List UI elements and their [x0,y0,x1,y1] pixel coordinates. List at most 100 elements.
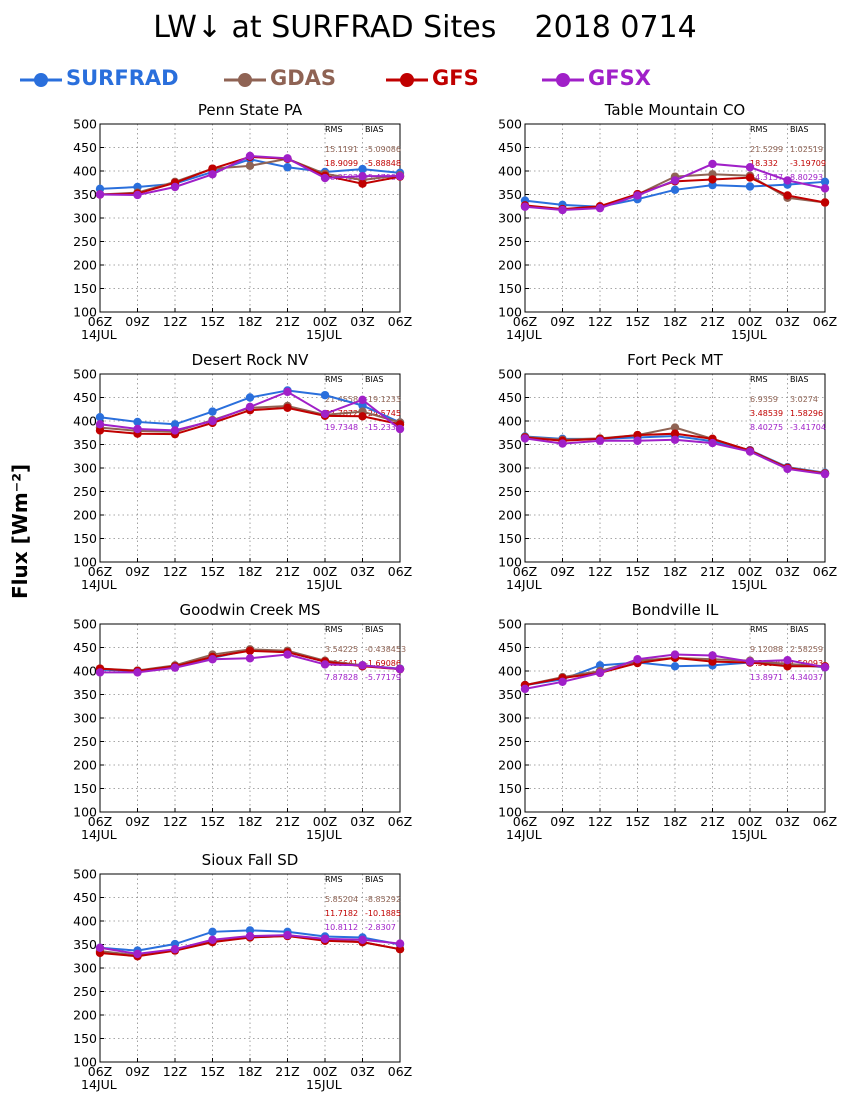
x-tick-label: 21Z [700,814,724,829]
stats-header-rms: RMS [325,375,343,384]
data-point [820,198,830,207]
data-point [595,203,605,213]
x-tick-label: 06Z [388,564,412,579]
data-point [283,387,292,397]
y-tick-label: 100 [73,555,97,570]
x-tick-label: 15Z [200,564,224,579]
x-date-label: 15JUL [731,327,767,342]
data-point [783,191,792,200]
y-tick-label: 200 [73,758,97,773]
y-tick-label: 400 [73,664,97,679]
data-point [320,934,330,944]
y-tick-label: 400 [73,164,97,179]
stats-bias-value: -0.438453 [365,645,406,654]
y-tick-label: 150 [73,531,97,546]
stats-rms-value: 18.332 [750,159,778,168]
data-point [245,151,255,161]
x-tick-label: 12Z [163,814,187,829]
x-tick-label: 18Z [238,564,262,579]
y-tick-label: 500 [73,367,97,382]
data-point [670,662,680,671]
stats-rms-value: 7.87828 [325,673,358,682]
x-tick-label: 21Z [275,1064,299,1079]
x-date-label: 14JUL [81,1077,117,1092]
legend-label-surfrad: SURFRAD [66,66,179,90]
y-tick-label: 200 [73,508,97,523]
x-tick-label: 09Z [125,314,149,329]
y-tick-label: 250 [73,984,97,999]
data-point [520,434,530,443]
data-point [520,684,530,694]
y-tick-label: 350 [73,437,97,452]
data-point [358,179,367,188]
data-point [170,945,180,954]
data-point [95,943,105,952]
y-tick-label: 300 [498,461,522,476]
x-date-label: 14JUL [506,577,542,592]
x-tick-label: 06Z [813,314,837,329]
x-tick-label: 03Z [350,814,374,829]
data-point [395,171,405,181]
data-point [633,655,642,664]
y-tick-label: 350 [498,437,522,452]
x-tick-label: 09Z [125,1064,149,1079]
data-point [670,435,680,444]
stats-header-bias: BIAS [365,375,383,384]
y-tick-label: 100 [73,1055,97,1070]
x-tick-label: 12Z [163,564,187,579]
data-point [245,161,255,171]
y-tick-label: 400 [73,914,97,929]
data-point [558,439,567,448]
y-tick-label: 250 [73,234,97,249]
data-point [358,935,367,944]
chart-panel: Fort Peck MT 100 150 200 250 300 350 400 450 500 0… [498,351,837,592]
data-point [395,939,405,948]
data-point [745,173,755,182]
data-point [358,412,367,421]
data-point [320,660,330,669]
data-point [133,424,142,434]
legend-marker-gfsx [542,73,584,87]
stats-bias-value: 3.0274 [790,395,818,404]
y-tick-label: 150 [73,1031,97,1046]
y-tick-label: 300 [498,711,522,726]
x-tick-label: 15Z [625,814,649,829]
data-point [245,931,255,941]
data-point [95,420,105,429]
x-tick-label: 12Z [588,564,612,579]
y-tick-label: 300 [73,461,97,476]
data-point [320,409,330,419]
x-tick-label: 09Z [125,564,149,579]
stats-bias-value: -5.09086 [365,145,401,154]
legend: SURFRAD GDAS GFS GFSX [0,62,850,98]
x-date-label: 15JUL [306,577,342,592]
data-point [245,393,255,402]
data-point [745,163,755,172]
stats-header-bias: BIAS [790,375,808,384]
data-point [208,655,217,664]
x-tick-label: 15Z [625,564,649,579]
chart-title: Sioux Fall SD [202,851,299,869]
x-tick-label: 00Z [738,814,762,829]
y-tick-label: 500 [498,617,522,632]
stats-header-rms: RMS [750,375,768,384]
data-point [208,170,217,179]
data-point [170,663,180,672]
x-tick-label: 00Z [313,1064,337,1079]
y-tick-label: 200 [498,258,522,273]
y-tick-label: 350 [73,687,97,702]
y-tick-label: 450 [498,390,522,405]
y-tick-label: 500 [73,867,97,882]
x-tick-label: 15Z [625,314,649,329]
chart-title: Goodwin Creek MS [180,601,321,619]
data-point [208,407,217,416]
data-point [595,668,605,678]
x-tick-label: 09Z [550,814,574,829]
y-tick-label: 100 [498,555,522,570]
y-tick-label: 400 [498,164,522,179]
data-point [133,668,142,677]
stats-rms-value: 5.85204 [325,895,358,904]
data-point [358,661,367,670]
y-tick-label: 400 [498,664,522,679]
